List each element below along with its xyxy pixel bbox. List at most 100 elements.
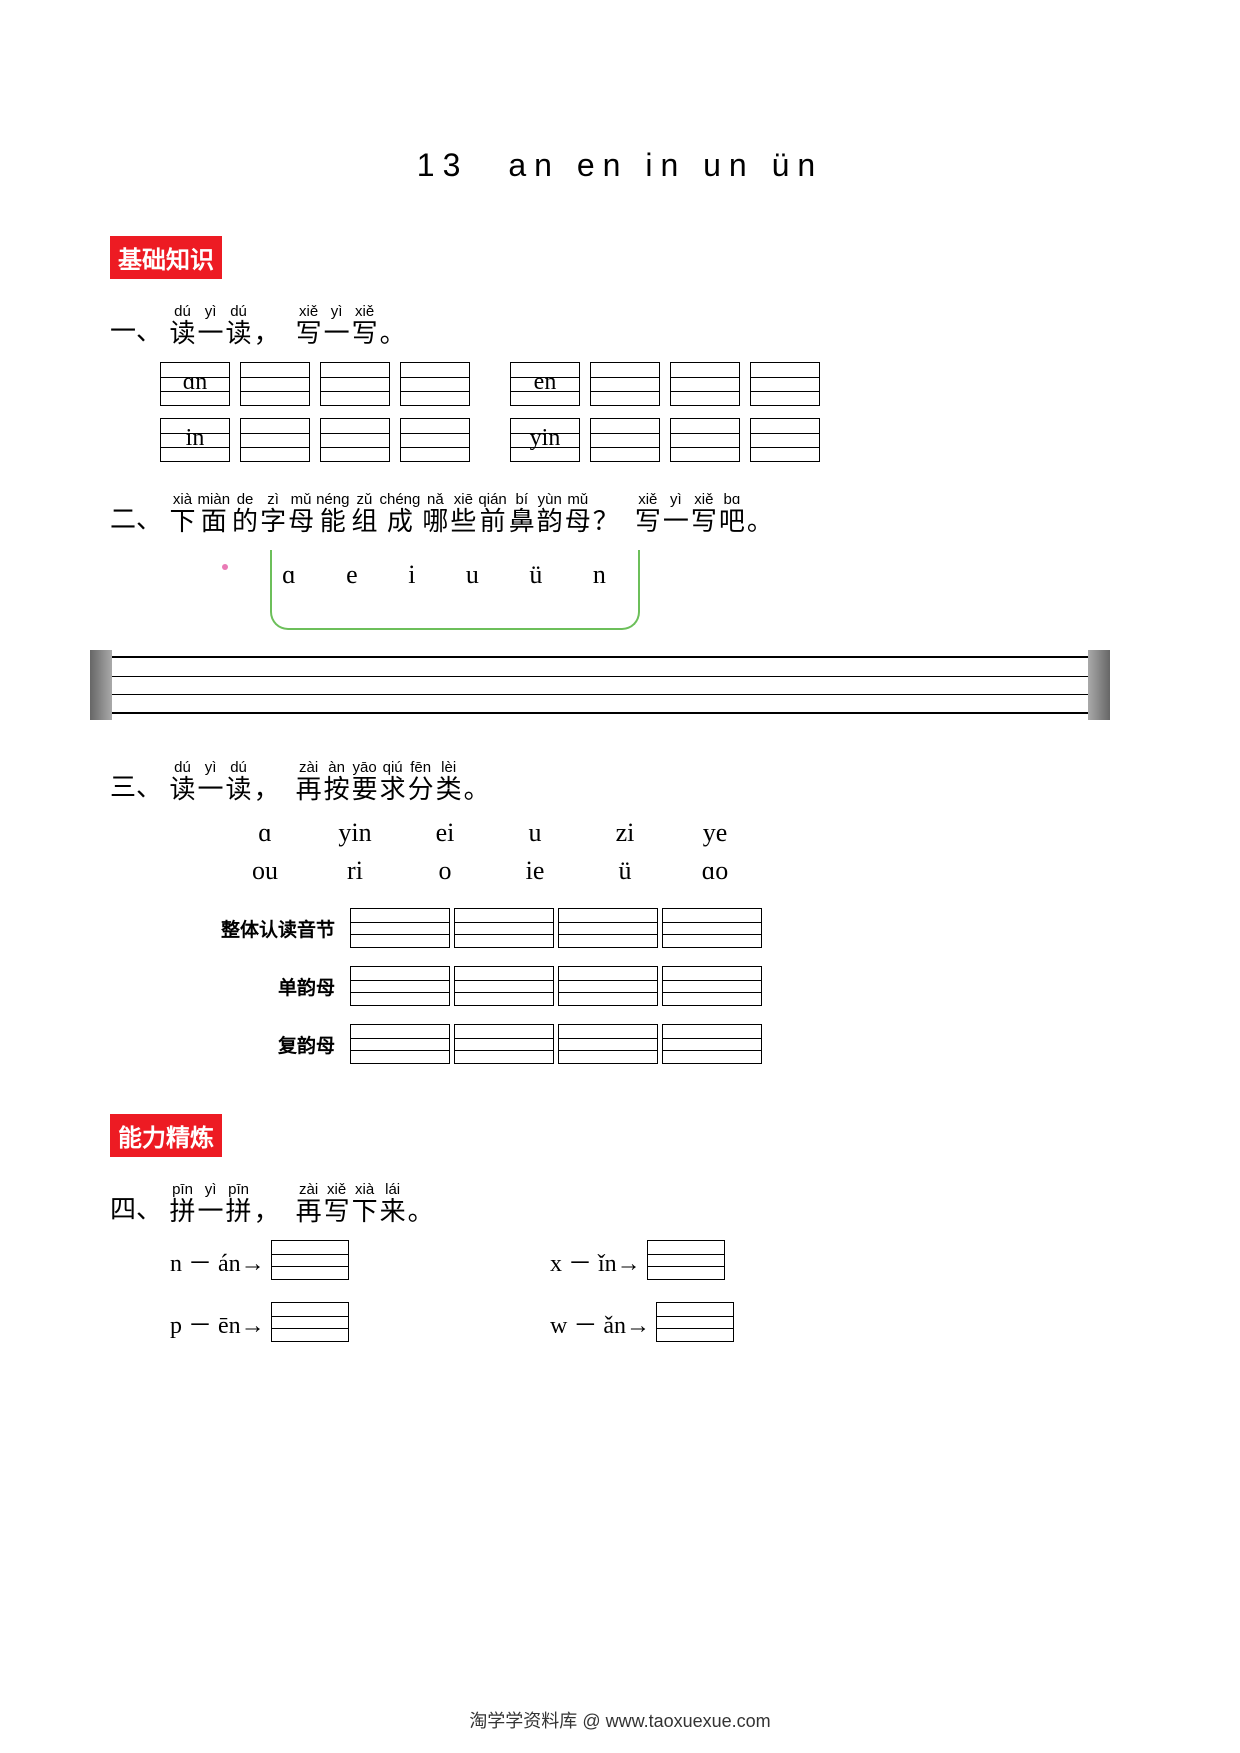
ruby-char: xiě写 bbox=[324, 1182, 350, 1225]
writing-cell[interactable] bbox=[454, 908, 554, 948]
ruby-char: yì一 bbox=[198, 760, 224, 803]
writing-cell[interactable] bbox=[350, 1024, 450, 1064]
combine-pair: n － án→ bbox=[170, 1240, 550, 1280]
syllable: u bbox=[490, 818, 580, 848]
punct: ， bbox=[254, 1182, 280, 1225]
punct: ， bbox=[254, 304, 280, 347]
writing-cell[interactable] bbox=[558, 1024, 658, 1064]
ruby-char: dú读 bbox=[226, 304, 252, 347]
writing-cell[interactable] bbox=[400, 418, 470, 462]
q2-heading: 二、 xià下miàn面de的zì字mǔ母néng能zǔ组chéng成nǎ哪xi… bbox=[110, 492, 1130, 535]
q3-heading: 三、 dú读yì一dú读 ，zài再àn按yāo要qiú求fēn分lèi类 。 bbox=[110, 760, 1130, 803]
writing-cell[interactable] bbox=[662, 1024, 762, 1064]
ruby-char: àn按 bbox=[324, 760, 350, 803]
syll-row-1: ɑyineiuziye bbox=[220, 818, 1130, 848]
ruby-char: mǔ母 bbox=[565, 492, 591, 535]
ruby-char: bɑ吧 bbox=[719, 492, 745, 535]
combine-row: p － ēn→w － ǎn→ bbox=[170, 1302, 1130, 1342]
writing-cell[interactable] bbox=[670, 418, 740, 462]
writing-cell[interactable]: in bbox=[160, 418, 230, 462]
ruby-char: lèi类 bbox=[436, 760, 462, 803]
writing-cell[interactable] bbox=[271, 1240, 349, 1280]
syllable: o bbox=[400, 856, 490, 886]
dot-icon bbox=[222, 564, 228, 570]
category-row: 单韵母 bbox=[200, 966, 1130, 1006]
writing-cell[interactable] bbox=[271, 1302, 349, 1342]
combine-pair: p － ēn→ bbox=[170, 1302, 550, 1342]
punct: ？ bbox=[593, 492, 619, 535]
ruby-char: yì一 bbox=[324, 304, 350, 347]
writing-cell[interactable] bbox=[558, 966, 658, 1006]
ruby-char: lái来 bbox=[380, 1182, 406, 1225]
grid-row: ɑn en bbox=[160, 362, 1130, 406]
writing-cell[interactable] bbox=[670, 362, 740, 406]
ruby-char: xiě写 bbox=[691, 492, 717, 535]
writing-cell[interactable] bbox=[320, 362, 390, 406]
ruby-char: miàn面 bbox=[198, 492, 231, 535]
badge-basic: 基础知识 bbox=[110, 236, 222, 279]
ruby-char: mǔ母 bbox=[288, 492, 314, 535]
ruby-char: bí鼻 bbox=[509, 492, 535, 535]
writing-cell[interactable] bbox=[662, 908, 762, 948]
q3-num: 三、 bbox=[110, 772, 162, 803]
ruby-char: dú读 bbox=[226, 760, 252, 803]
syllable: ei bbox=[400, 818, 490, 848]
writing-cell[interactable] bbox=[590, 362, 660, 406]
category-label: 单韵母 bbox=[200, 973, 350, 1000]
ruby-char: zài再 bbox=[296, 760, 322, 803]
syllable: ou bbox=[220, 856, 310, 886]
ruby-char: qián前 bbox=[478, 492, 506, 535]
ruby-char: pīn拼 bbox=[226, 1182, 252, 1225]
q1-num: 一、 bbox=[110, 316, 162, 347]
writing-cell[interactable] bbox=[647, 1240, 725, 1280]
writing-cell[interactable] bbox=[662, 966, 762, 1006]
category-row: 整体认读音节 bbox=[200, 908, 1130, 948]
writing-cell[interactable] bbox=[350, 966, 450, 1006]
ruby-char: néng能 bbox=[316, 492, 349, 535]
writing-cell[interactable]: en bbox=[510, 362, 580, 406]
writing-cell[interactable] bbox=[750, 362, 820, 406]
ruby-char: zǔ组 bbox=[351, 492, 377, 535]
writing-cell[interactable] bbox=[350, 908, 450, 948]
question-3: 三、 dú读yì一dú读 ，zài再àn按yāo要qiú求fēn分lèi类 。 … bbox=[110, 760, 1130, 1064]
ruby-char: fēn分 bbox=[408, 760, 434, 803]
combine-pair: w － ǎn→ bbox=[550, 1302, 930, 1342]
combine-expr: x － ǐn→ bbox=[550, 1243, 641, 1278]
syllable: ie bbox=[490, 856, 580, 886]
punct: 。 bbox=[408, 1182, 434, 1225]
grid-row: in yin bbox=[160, 418, 1130, 462]
syllable: yin bbox=[310, 818, 400, 848]
badge-skill: 能力精炼 bbox=[110, 1114, 222, 1157]
page-title: 13 an en in un ün bbox=[110, 140, 1130, 186]
syllable: ɑo bbox=[670, 856, 760, 886]
writing-cell[interactable] bbox=[454, 966, 554, 1006]
writing-cell[interactable] bbox=[558, 908, 658, 948]
question-2: 二、 xià下miàn面de的zì字mǔ母néng能zǔ组chéng成nǎ哪xi… bbox=[110, 492, 1130, 720]
ruby-char: chéng成 bbox=[379, 492, 420, 535]
writing-cell[interactable] bbox=[454, 1024, 554, 1064]
punct: 。 bbox=[747, 492, 773, 535]
combine-row: n － án→x － ǐn→ bbox=[170, 1240, 1130, 1280]
writing-cell[interactable] bbox=[320, 418, 390, 462]
ruby-char: nǎ哪 bbox=[422, 492, 448, 535]
ruby-char: xiě写 bbox=[635, 492, 661, 535]
writing-cell[interactable] bbox=[590, 418, 660, 462]
writing-cell[interactable] bbox=[656, 1302, 734, 1342]
syllable: ü bbox=[580, 856, 670, 886]
writing-bar[interactable] bbox=[90, 650, 1110, 720]
ruby-char: xiě写 bbox=[296, 304, 322, 347]
writing-cell[interactable] bbox=[750, 418, 820, 462]
writing-cell[interactable] bbox=[240, 362, 310, 406]
syllable: ɑ bbox=[220, 818, 310, 848]
q2-num: 二、 bbox=[110, 504, 162, 535]
writing-cell[interactable] bbox=[400, 362, 470, 406]
writing-cell[interactable] bbox=[240, 418, 310, 462]
cell-text: ɑn bbox=[161, 370, 229, 394]
syll-row-2: ourioieüɑo bbox=[220, 856, 1130, 886]
writing-cell[interactable]: ɑn bbox=[160, 362, 230, 406]
ruby-char: de的 bbox=[232, 492, 258, 535]
ruby-char: dú读 bbox=[170, 304, 196, 347]
ruby-char: dú读 bbox=[170, 760, 196, 803]
writing-cell[interactable]: yin bbox=[510, 418, 580, 462]
syllable: zi bbox=[580, 818, 670, 848]
